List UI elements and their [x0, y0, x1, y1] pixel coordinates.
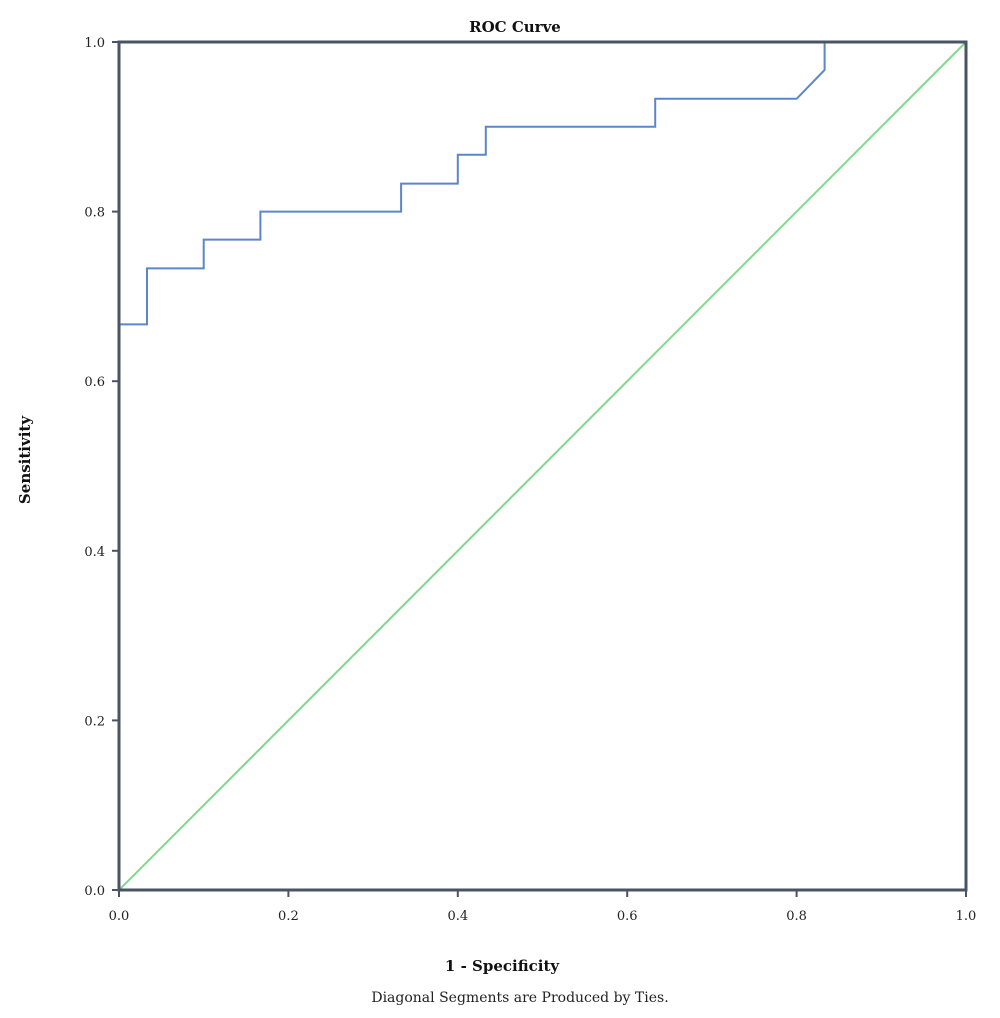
x-tick-label: 0.4	[447, 909, 468, 924]
y-tick-label: 0.2	[84, 714, 105, 729]
y-tick-label: 1.0	[84, 36, 105, 51]
x-tick-label: 1.0	[956, 909, 977, 924]
chart-footnote: Diagonal Segments are Produced by Ties.	[371, 990, 668, 1006]
y-axis-ticks: 0.0 0.2 0.4 0.6 0.8 1.0	[84, 36, 119, 899]
x-tick-label: 0.0	[109, 909, 130, 924]
y-tick-label: 0.8	[84, 206, 105, 221]
y-tick-label: 0.0	[84, 884, 105, 899]
plot-area	[117, 40, 968, 892]
y-tick-label: 0.6	[84, 375, 105, 390]
y-axis-label: Sensitivity	[16, 415, 34, 504]
x-axis-label: 1 - Specificity	[445, 957, 560, 975]
chart-title: ROC Curve	[469, 18, 561, 36]
y-tick-label: 0.4	[84, 545, 105, 560]
x-tick-label: 0.2	[278, 909, 299, 924]
x-tick-label: 0.6	[617, 909, 638, 924]
plot-frame	[117, 40, 968, 892]
x-axis-ticks: 0.0 0.2 0.4 0.6 0.8 1.0	[109, 890, 977, 924]
reference-diagonal-line	[118, 41, 967, 891]
roc-curve-line	[118, 41, 966, 890]
x-tick-label: 0.8	[786, 909, 807, 924]
